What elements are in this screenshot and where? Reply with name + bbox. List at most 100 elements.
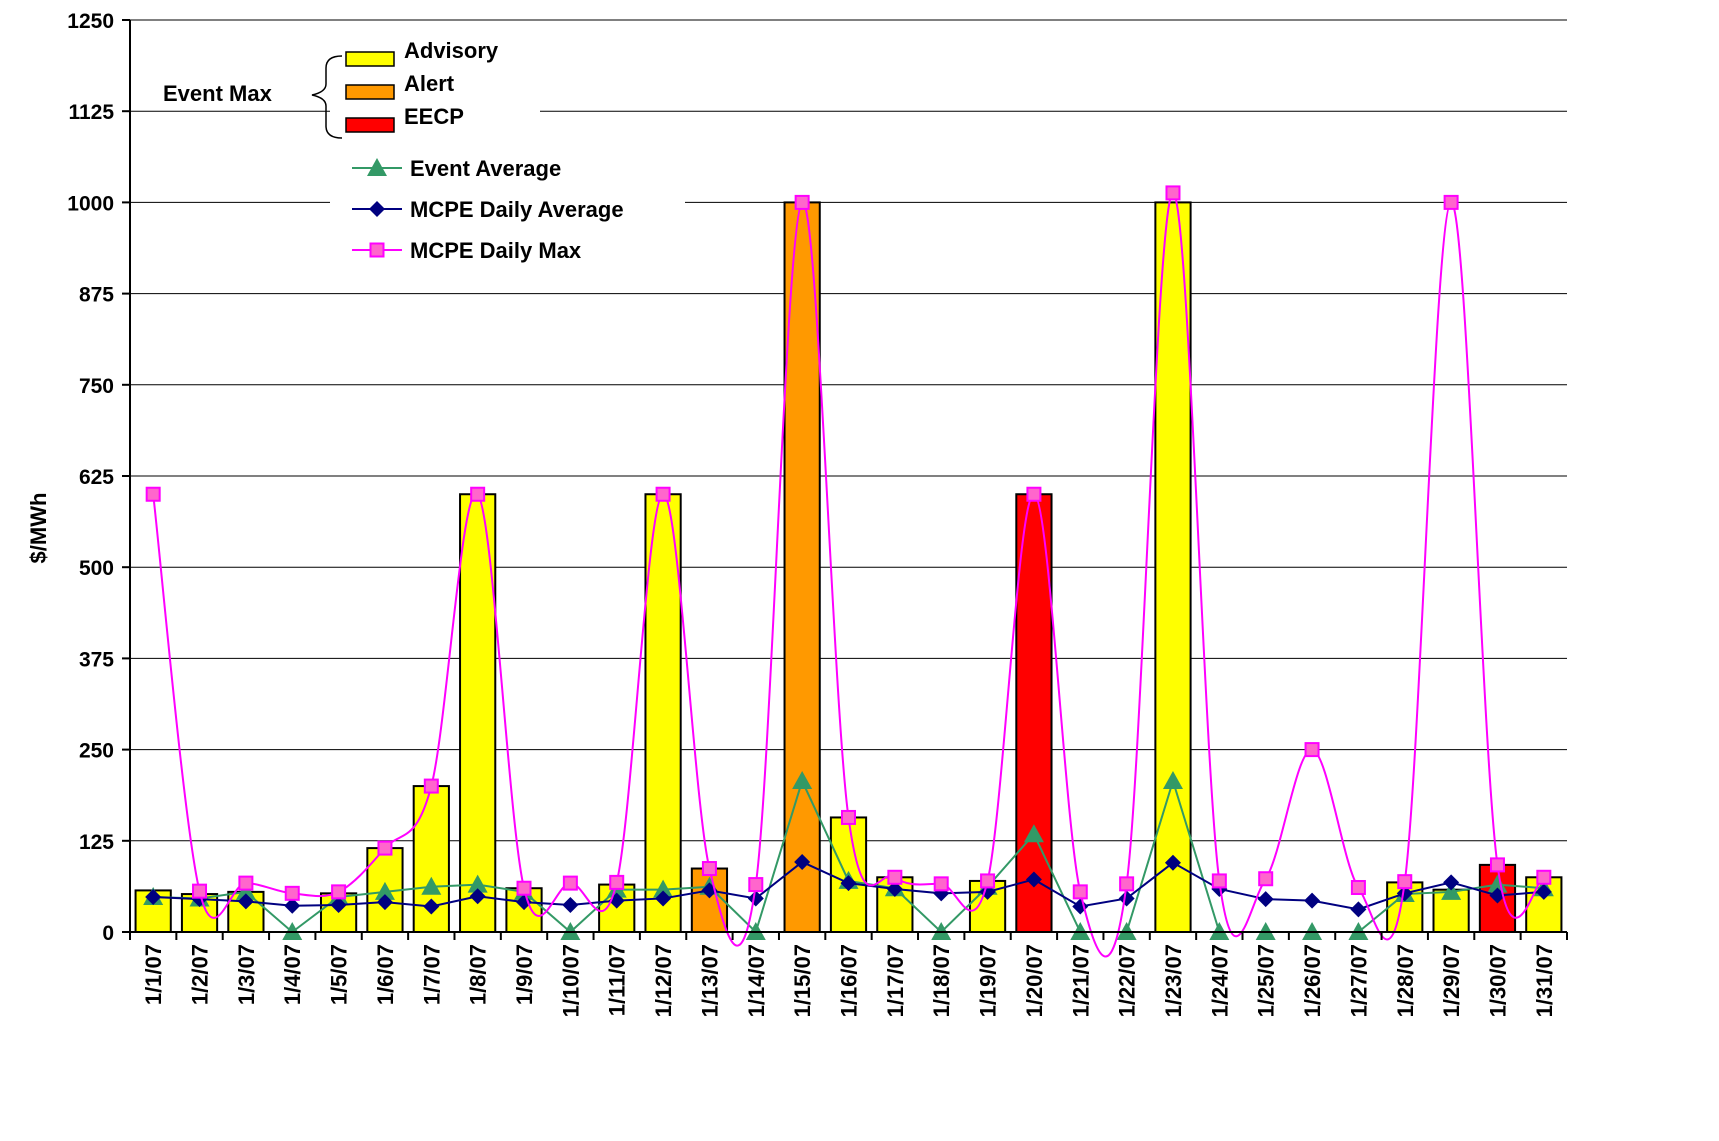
series-marker [1396, 885, 1413, 902]
x-tick-label: 1/15/07 [790, 944, 815, 1017]
series-marker [794, 853, 811, 870]
series-marker [1119, 876, 1135, 892]
series-lines [143, 185, 1554, 958]
series-marker [1211, 873, 1227, 889]
series-marker [1535, 883, 1552, 900]
y-tick-label: 1125 [68, 101, 114, 124]
y-tick-label: 1250 [67, 10, 114, 33]
series-marker [933, 876, 949, 892]
legend-group-label: Event Max [163, 81, 273, 106]
y-tick-label: 500 [79, 557, 114, 580]
series-marker [331, 884, 347, 900]
y-tick-label: 875 [79, 284, 114, 307]
series-marker [1025, 871, 1042, 888]
legend-brace [311, 55, 343, 139]
x-tick-labels: 1/1/07 1/2/07 1/3/07 1/4/07 1/5/07 1/6/07 1/7/… [141, 944, 1557, 1017]
x-tick-label: 1/16/07 [837, 944, 862, 1017]
series-marker [1118, 890, 1135, 907]
series-marker [235, 881, 256, 900]
series-marker [1304, 892, 1321, 909]
x-tick-label: 1/4/07 [280, 944, 305, 1005]
series-marker [145, 888, 162, 905]
x-tick-label: 1/31/07 [1532, 944, 1557, 1017]
legend-marker [369, 242, 385, 258]
x-tick-label: 1/29/07 [1439, 944, 1464, 1017]
series-marker [237, 893, 254, 910]
series-marker [1304, 742, 1320, 758]
series-marker [1350, 879, 1366, 895]
series-marker [1023, 824, 1044, 843]
series-marker [377, 840, 393, 856]
series-marker [284, 885, 300, 901]
y-tick-label: 750 [79, 375, 114, 398]
y-tick-label: 375 [79, 648, 114, 671]
series-marker [1443, 874, 1460, 891]
legend-swatch [345, 51, 395, 67]
y-tick-label: 1000 [67, 192, 114, 215]
series-marker [423, 898, 440, 915]
series-marker [1165, 185, 1181, 201]
series-marker [1072, 884, 1088, 900]
x-tick-label: 1/2/07 [188, 944, 213, 1005]
x-tick-label: 1/6/07 [373, 944, 398, 1005]
legend-marker [367, 158, 387, 176]
series-marker [1257, 891, 1274, 908]
series-marker [1536, 869, 1552, 885]
x-tick-label: 1/5/07 [327, 944, 352, 1005]
series-marker [1489, 857, 1505, 873]
series-marker [1164, 854, 1181, 871]
y-axis-label: $/MWh [26, 493, 51, 564]
legend-marker [369, 201, 385, 217]
series-marker [192, 883, 208, 899]
x-tick-label: 1/11/07 [605, 944, 630, 1016]
series-marker [886, 880, 903, 897]
series-marker [794, 194, 810, 210]
event-max-bar [1154, 201, 1192, 933]
legend-label: EECP [404, 104, 464, 129]
series-marker [655, 486, 671, 502]
legend-label: Event Average [410, 156, 561, 181]
x-tick-label: 1/7/07 [419, 944, 444, 1005]
series-marker [467, 874, 488, 893]
y-tick-label: 250 [79, 740, 114, 763]
x-tick-label: 1/22/07 [1115, 944, 1140, 1017]
series-marker [330, 897, 347, 914]
legend-swatch [345, 84, 395, 100]
legend-mask [330, 180, 685, 270]
x-tick-label: 1/19/07 [976, 944, 1001, 1017]
y-tick-label: 625 [79, 466, 114, 489]
series-marker [609, 874, 625, 890]
x-tick-label: 1/10/07 [558, 944, 583, 1017]
y-tick-label: 0 [102, 922, 114, 945]
series-marker [145, 486, 161, 502]
series-marker [840, 875, 857, 892]
series-marker [980, 873, 996, 889]
x-tick-label: 1/24/07 [1207, 944, 1232, 1017]
series-marker [748, 877, 764, 893]
y-tick-labels: 0 125 250 375 500 625 750 875 1000 1125 1250 [67, 10, 114, 945]
series-marker [841, 809, 856, 825]
x-tick-label: 1/3/07 [234, 944, 259, 1005]
series-marker [238, 875, 254, 891]
y-tick-label: 125 [79, 831, 114, 854]
series-marker [1350, 901, 1367, 918]
series-marker [470, 486, 486, 502]
series-marker [1441, 881, 1462, 900]
legend: Event Max Advisory Alert EECP Event Average M… [163, 38, 685, 270]
x-tick-label: 1/25/07 [1254, 944, 1279, 1017]
axes [122, 19, 1568, 940]
series-marker [469, 888, 486, 905]
series-marker [1258, 871, 1274, 887]
series-marker [423, 778, 439, 794]
series-marker [284, 897, 301, 914]
x-tick-label: 1/1/07 [141, 944, 166, 1005]
x-tick-label: 1/12/07 [651, 944, 676, 1017]
series-marker [1397, 874, 1413, 890]
legend-label: Advisory [404, 38, 499, 63]
x-tick-label: 1/28/07 [1393, 944, 1418, 1017]
x-tick-label: 1/26/07 [1300, 944, 1325, 1017]
x-tick-label: 1/18/07 [929, 944, 954, 1017]
series-marker [562, 897, 579, 914]
